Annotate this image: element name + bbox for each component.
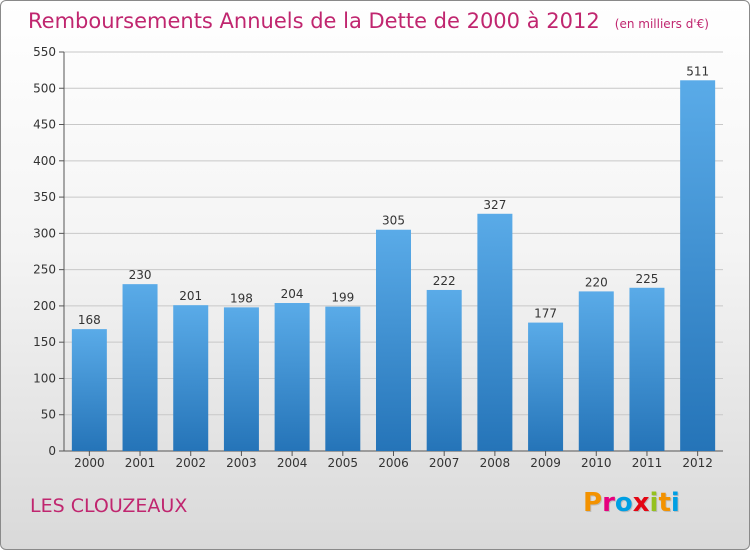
bar-value-label: 199	[331, 291, 354, 305]
bar	[173, 305, 209, 451]
bar-value-label: 511	[686, 64, 709, 78]
bar	[426, 289, 462, 451]
x-tick-label: 2010	[581, 456, 612, 470]
logo-letter: r	[602, 488, 615, 518]
logo-letter: x	[632, 488, 650, 518]
bar	[629, 287, 665, 451]
bar-value-label: 168	[78, 313, 101, 327]
bar-value-label: 305	[382, 214, 405, 228]
bar	[71, 329, 107, 451]
y-tick-label: 200	[33, 299, 56, 313]
x-tick-label: 2009	[530, 456, 561, 470]
chart-title: Remboursements Annuels de la Dette de 20…	[28, 9, 600, 33]
bar-value-label: 204	[281, 287, 304, 301]
x-tick-label: 2006	[378, 456, 409, 470]
x-tick-label: 2012	[682, 456, 713, 470]
logo-letter: o	[614, 488, 633, 518]
logo-letter: t	[658, 488, 671, 518]
bar-value-label: 327	[483, 198, 506, 212]
logo-letter: P	[583, 488, 603, 518]
bar-value-label: 220	[585, 275, 608, 289]
logo-letter: i	[649, 488, 659, 518]
x-tick-label: 2008	[480, 456, 511, 470]
bar	[680, 80, 716, 451]
x-tick-label: 2003	[226, 456, 257, 470]
y-tick-label: 350	[33, 190, 56, 204]
bar	[122, 284, 158, 451]
x-tick-label: 2011	[632, 456, 663, 470]
bar	[223, 307, 259, 451]
chart-subtitle: (en milliers d'€)	[614, 17, 709, 31]
x-tick-label: 2002	[175, 456, 206, 470]
bar	[578, 291, 614, 451]
bar-value-label: 201	[179, 289, 202, 303]
logo-letter: i	[670, 488, 680, 518]
bar	[325, 306, 361, 451]
bar	[274, 303, 310, 451]
y-tick-label: 250	[33, 263, 56, 277]
bar	[376, 229, 411, 451]
commune-name: LES CLOUZEAUX	[30, 495, 188, 517]
bar	[477, 213, 513, 451]
bar-value-label: 225	[636, 272, 659, 286]
chart-title-block: Remboursements Annuels de la Dette de 20…	[28, 9, 709, 33]
y-tick-label: 150	[33, 335, 56, 349]
bar-value-label: 198	[230, 291, 253, 305]
y-tick-label: 500	[33, 81, 56, 95]
x-tick-label: 2007	[429, 456, 460, 470]
y-tick-label: 400	[33, 154, 56, 168]
x-tick-label: 2005	[328, 456, 359, 470]
y-tick-label: 0	[48, 444, 56, 458]
x-tick-label: 2001	[125, 456, 156, 470]
x-tick-label: 2000	[74, 456, 105, 470]
bar	[528, 322, 564, 451]
bar-value-label: 230	[129, 268, 152, 282]
y-tick-label: 450	[33, 118, 56, 132]
proxiti-logo: Proxiti	[583, 488, 680, 518]
y-tick-label: 100	[33, 371, 56, 385]
y-tick-label: 50	[41, 408, 56, 422]
bar-value-label: 177	[534, 307, 557, 321]
bar-value-label: 222	[433, 274, 456, 288]
y-tick-label: 550	[33, 45, 56, 59]
y-tick-label: 300	[33, 226, 56, 240]
x-tick-label: 2004	[277, 456, 308, 470]
